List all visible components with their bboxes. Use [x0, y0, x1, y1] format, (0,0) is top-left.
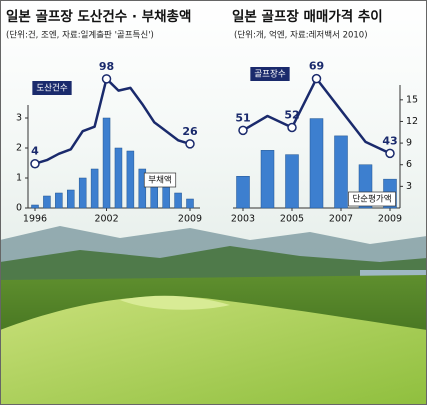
- point: [385, 148, 395, 159]
- legend-label: 부채액: [148, 175, 171, 186]
- bar: [150, 186, 158, 209]
- fairway: [0, 296, 427, 405]
- legend-label: 골프장수: [254, 69, 285, 80]
- data-label: 52: [284, 109, 299, 122]
- point: [287, 122, 297, 133]
- line: [34, 77, 191, 165]
- bar: [138, 168, 147, 209]
- bar: [309, 118, 324, 209]
- legend-box: [250, 67, 290, 81]
- bar: [67, 189, 75, 209]
- chart-subtitle: (단위:개, 억엔, 자료:레저백서 2010): [234, 30, 368, 41]
- data-label: 4: [31, 145, 39, 158]
- bar: [55, 192, 63, 209]
- x-tick-label: 1996: [23, 214, 47, 225]
- bar: [43, 195, 51, 209]
- bar: [126, 150, 135, 209]
- green: [120, 295, 230, 310]
- y-tick-label: 3: [16, 113, 22, 124]
- y-tick-label: 6: [406, 159, 412, 170]
- y-tick-label: 12: [406, 116, 418, 127]
- point: [30, 158, 40, 169]
- bar: [31, 204, 39, 209]
- legend-box: [32, 81, 72, 95]
- bar: [334, 135, 348, 209]
- bar: [114, 147, 123, 209]
- bar: [285, 154, 299, 209]
- y-tick-label: 2: [16, 143, 22, 154]
- y-tick-label: 1: [16, 173, 22, 184]
- x-tick-label: 2007: [329, 214, 353, 225]
- data-label: 43: [382, 134, 397, 147]
- x-tick-label: 2009: [378, 214, 402, 225]
- y-tick-label: 0: [16, 203, 22, 214]
- data-label: 51: [235, 111, 250, 124]
- x-tick-label: 2005: [280, 214, 304, 225]
- bar: [186, 198, 194, 209]
- bar: [162, 186, 170, 209]
- chart-title: 일본 골프장 매매가격 추이: [232, 8, 383, 25]
- y-tick-label: 9: [406, 138, 412, 149]
- chart-subtitle: (단위:건, 조엔, 자료:일계출판 '골프특신'): [6, 30, 154, 41]
- point: [101, 74, 112, 84]
- legend-label: 단순평가액: [352, 194, 391, 205]
- legend-box: [348, 191, 396, 207]
- x-tick-label: 2009: [178, 214, 202, 225]
- point: [185, 139, 195, 149]
- x-tick-label: 2003: [231, 214, 255, 225]
- y-tick-label: 3: [406, 181, 412, 192]
- y-tick-label: 15: [406, 94, 418, 105]
- point: [311, 73, 322, 84]
- data-label: 69: [309, 60, 324, 73]
- point: [238, 125, 248, 136]
- data-label: 26: [182, 125, 198, 138]
- legend-label: 도산건수: [36, 83, 67, 94]
- bar: [78, 177, 87, 209]
- chart-title: 일본 골프장 도산건수 · 부채총액: [6, 8, 191, 25]
- bar: [174, 192, 182, 209]
- x-tick-label: 2002: [94, 214, 118, 225]
- data-label: 98: [99, 60, 114, 73]
- bar: [260, 150, 275, 209]
- bar: [90, 168, 99, 209]
- bar: [236, 176, 250, 209]
- legend-box: [143, 172, 177, 188]
- bar: [102, 117, 111, 209]
